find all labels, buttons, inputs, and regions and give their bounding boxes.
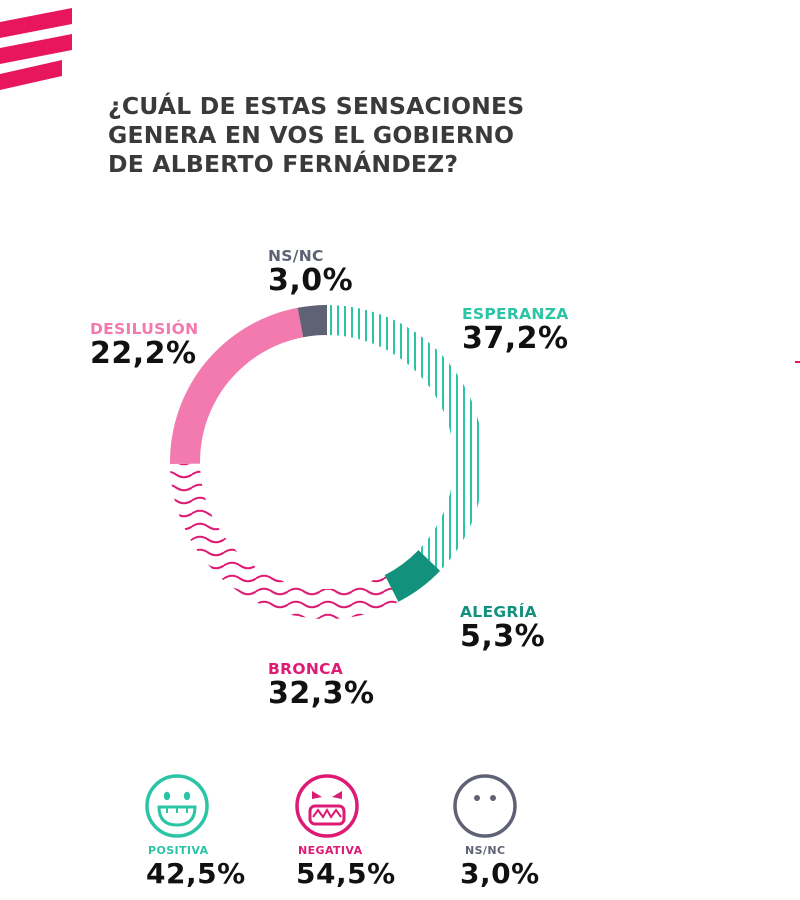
label-desilusion-value: 22,2% bbox=[90, 336, 197, 371]
summary-positiva-value: 42,5% bbox=[146, 857, 246, 890]
donut-chart bbox=[170, 305, 485, 619]
page-title: ¿CUÁL DE ESTAS SENSACIONES GENERA EN VOS… bbox=[108, 92, 548, 179]
slice-esperanza bbox=[327, 305, 485, 571]
happy-face-icon bbox=[145, 774, 209, 838]
summary-negativa-label: NEGATIVA bbox=[298, 844, 363, 857]
label-alegria-value: 5,3% bbox=[460, 619, 546, 654]
brand-logo-icon bbox=[0, 8, 72, 90]
label-alegria: ALEGRÍA 5,3% bbox=[460, 603, 545, 653]
edge-mark bbox=[795, 361, 800, 363]
label-nsnc-name: NS/NC bbox=[268, 247, 324, 265]
label-bronca: BRONCA 32,3% bbox=[268, 660, 375, 710]
label-desilusion: DESILUSIÓN 22,2% bbox=[90, 320, 198, 370]
label-bronca-value: 32,3% bbox=[268, 676, 375, 711]
slice-desilusion bbox=[170, 307, 304, 464]
summary-nsnc-value: 3,0% bbox=[460, 857, 540, 890]
label-nsnc-value: 3,0% bbox=[268, 263, 354, 298]
slice-bronca bbox=[170, 463, 399, 619]
label-esperanza-value: 37,2% bbox=[462, 321, 569, 356]
slice-nsnc bbox=[297, 305, 327, 338]
summary-nsnc-label: NS/NC bbox=[465, 844, 506, 857]
angry-face-icon bbox=[295, 774, 359, 838]
label-desilusion-name: DESILUSIÓN bbox=[90, 320, 199, 338]
neutral-face-icon bbox=[453, 774, 517, 838]
label-esperanza-name: ESPERANZA bbox=[462, 305, 569, 323]
label-nsnc: NS/NC 3,0% bbox=[268, 247, 353, 297]
summary-positiva-label: POSITIVA bbox=[148, 844, 209, 857]
summary-negativa-value: 54,5% bbox=[296, 857, 396, 890]
label-esperanza: ESPERANZA 37,2% bbox=[462, 305, 569, 355]
title-line-3: DE ALBERTO FERNÁNDEZ? bbox=[108, 150, 459, 178]
title-line-2: GENERA EN VOS EL GOBIERNO bbox=[108, 121, 515, 149]
label-bronca-name: BRONCA bbox=[268, 660, 344, 678]
slice-alegria bbox=[384, 550, 441, 602]
label-alegria-name: ALEGRÍA bbox=[460, 603, 537, 621]
title-line-1: ¿CUÁL DE ESTAS SENSACIONES bbox=[108, 92, 525, 120]
